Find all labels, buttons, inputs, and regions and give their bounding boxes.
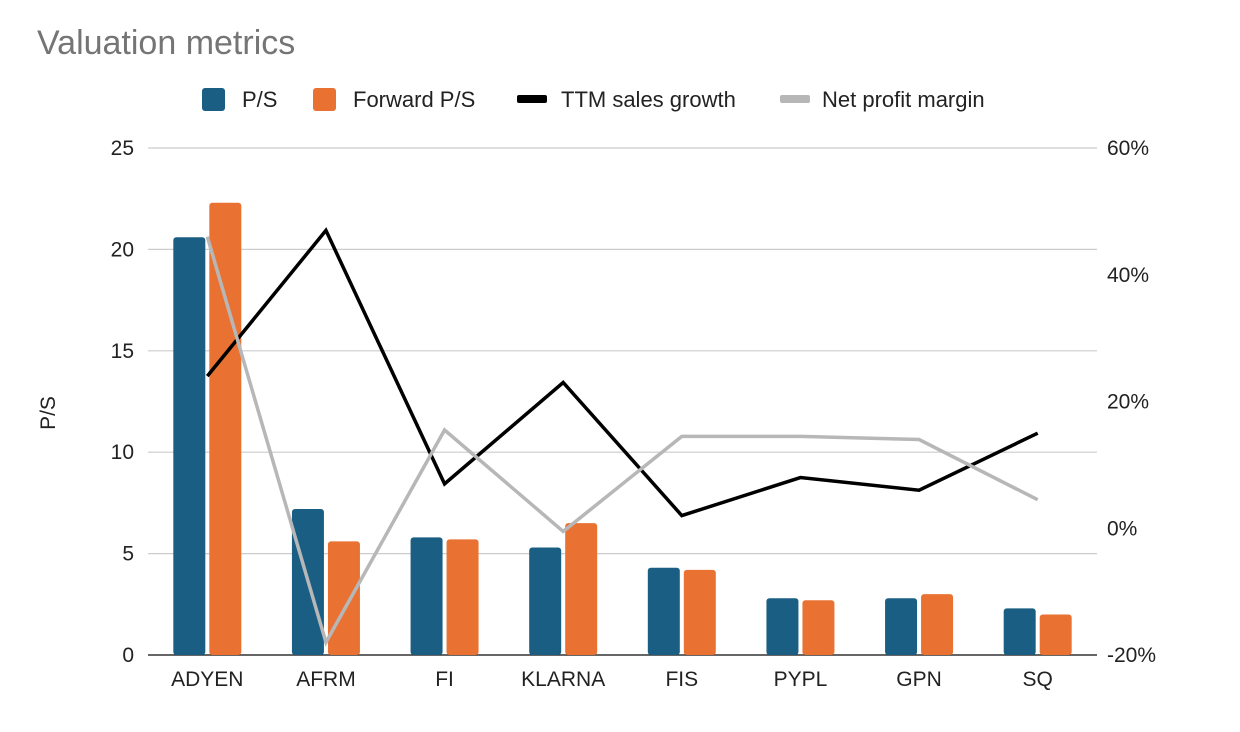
x-tick-label: AFRM <box>296 668 356 691</box>
x-tick-label: GPN <box>896 668 942 691</box>
x-tick-label: FIS <box>665 668 698 691</box>
bar-forward-p-s-pypl <box>802 600 835 655</box>
chart-title: Valuation metrics <box>37 24 295 62</box>
y2-tick-label: 40% <box>1107 264 1149 287</box>
legend-label: TTM sales growth <box>561 87 736 112</box>
legend-swatch <box>780 95 810 103</box>
bar-forward-p-s-gpn <box>921 594 954 655</box>
bar-p-s-gpn <box>885 598 918 655</box>
legend-label: Net profit margin <box>822 87 985 112</box>
x-tick-label: PYPL <box>774 668 828 691</box>
legend-label: P/S <box>242 87 277 112</box>
x-tick-label: KLARNA <box>521 668 605 691</box>
bar-forward-p-s-adyen <box>209 202 242 656</box>
bar-p-s-sq <box>1003 608 1036 655</box>
x-tick-label: ADYEN <box>171 668 243 691</box>
bar-p-s-adyen <box>173 237 206 655</box>
bar-forward-p-s-afrm <box>327 541 360 655</box>
gridlines <box>148 147 1097 656</box>
line-ttm-sales-growth <box>205 227 1039 518</box>
bar-p-s-fis <box>647 567 680 655</box>
y-tick-label: 20 <box>111 238 134 261</box>
legend: P/S Forward P/S TTM sales growth Net profit… <box>202 87 985 112</box>
bar-forward-p-s-fi <box>446 539 479 655</box>
line-net-profit-margin <box>205 236 1039 647</box>
bar-forward-p-s-sq <box>1039 614 1072 655</box>
y-tick-label: 5 <box>122 543 134 566</box>
y-tick-label: 0 <box>122 644 134 667</box>
bar-p-s-klarna <box>529 547 562 655</box>
y2-tick-label: 0% <box>1107 517 1137 540</box>
lines <box>205 227 1039 647</box>
legend-swatch <box>202 88 225 111</box>
y-axis-left-ticks: 0 5 10 15 20 25 <box>111 137 134 667</box>
bar-forward-p-s-klarna <box>565 523 598 655</box>
y-tick-label: 15 <box>111 340 134 363</box>
x-tick-label: FI <box>435 668 454 691</box>
y-axis-title: P/S <box>37 396 60 430</box>
legend-label: Forward P/S <box>353 87 475 112</box>
y2-tick-label: 60% <box>1107 137 1149 160</box>
bar-p-s-pypl <box>766 598 799 655</box>
bar-forward-p-s-fis <box>683 569 716 655</box>
bar-p-s-fi <box>410 537 443 655</box>
y-tick-label: 25 <box>111 137 134 160</box>
legend-swatch <box>313 88 336 111</box>
legend-swatch <box>517 95 547 103</box>
y2-tick-label: 20% <box>1107 391 1149 414</box>
x-tick-label: SQ <box>1023 668 1053 691</box>
x-axis-labels: ADYEN AFRM FI KLARNA FIS PYPL GPN SQ <box>171 668 1053 691</box>
y-tick-label: 10 <box>111 441 134 464</box>
y-axis-right-ticks: -20% 0% 20% 40% 60% <box>1107 137 1156 667</box>
y2-tick-label: -20% <box>1107 644 1156 667</box>
bars <box>173 202 1072 656</box>
